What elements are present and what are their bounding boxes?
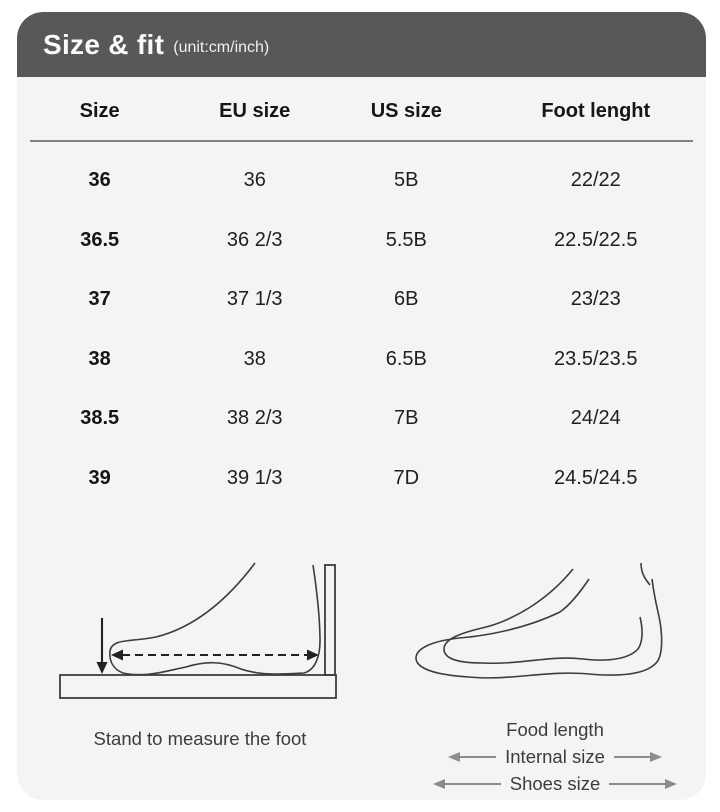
cell-us-size: 7B <box>394 407 419 430</box>
cell-eu-size: 36 <box>243 169 266 192</box>
toe-pointer-arrow <box>96 618 108 674</box>
right-arrow-icon <box>613 751 662 762</box>
shoes-size-row: Shoes size <box>390 770 706 797</box>
cell-foot-length: 23/23 <box>570 288 621 311</box>
shoes-size-label: Shoes size <box>509 772 601 794</box>
cell-foot-length: 24/24 <box>570 407 621 430</box>
cell-us-size: 5B <box>394 169 419 192</box>
cell-size: 37 <box>88 288 111 311</box>
right-diagram-captions: Food length Internal size Shoes size <box>390 716 706 797</box>
cell-eu-size: 36 2/3 <box>226 228 283 251</box>
table-row: 38.5 38 2/3 7B 24/24 <box>17 389 706 449</box>
table-row: 36 36 5B 22/22 <box>17 151 706 211</box>
card-header: Size & fit (unit:cm/inch) <box>17 12 706 77</box>
heel-leg-line <box>640 562 651 586</box>
cell-us-size: 6.5B <box>385 347 427 370</box>
cell-foot-length: 23.5/23.5 <box>554 347 638 370</box>
food-length-row: Food length <box>390 716 706 743</box>
unit-note: (unit:cm/inch) <box>173 38 270 56</box>
cell-size: 36 <box>88 169 111 192</box>
cell-size: 38 <box>88 347 111 370</box>
size-fit-card: Size & fit (unit:cm/inch) Size EU size U… <box>17 12 706 800</box>
column-header-foot-length: Foot lenght <box>541 99 651 122</box>
shin-back-line <box>559 578 590 613</box>
cell-eu-size: 38 2/3 <box>226 407 283 430</box>
left-arrow-icon <box>448 751 497 762</box>
food-length-label: Food length <box>506 718 604 740</box>
cell-size: 36.5 <box>80 228 120 251</box>
left-diagram-caption: Stand to measure the foot <box>93 728 307 749</box>
table-divider <box>30 140 693 142</box>
column-header-size: Size <box>79 99 120 122</box>
size-table: 36 36 5B 22/22 36.5 36 2/3 5.5B 22.5/22.… <box>17 142 706 508</box>
diagrams-section: Stand to measure the foot Food length In… <box>17 532 706 800</box>
foot-inner-outline <box>443 568 643 665</box>
shoe-size-diagram <box>415 562 663 679</box>
table-header-row: Size EU size US size Foot lenght <box>17 93 706 129</box>
internal-size-label: Internal size <box>505 745 605 767</box>
table-row: 36.5 36 2/3 5.5B 22.5/22.5 <box>17 211 706 271</box>
page-title: Size & fit <box>43 28 165 60</box>
column-header-eu-size: EU size <box>219 99 291 122</box>
cell-eu-size: 38 <box>243 347 266 370</box>
table-row: 38 38 6.5B 23.5/23.5 <box>17 330 706 390</box>
cell-foot-length: 22/22 <box>570 169 621 192</box>
right-arrow-icon <box>609 778 678 789</box>
cell-foot-length: 22.5/22.5 <box>554 228 638 251</box>
shoe-outer-outline <box>415 578 663 679</box>
cell-eu-size: 37 1/3 <box>226 288 283 311</box>
left-arrow-icon <box>432 778 501 789</box>
foot-measure-diagram <box>59 562 337 699</box>
table-row: 39 39 1/3 7D 24.5/24.5 <box>17 449 706 509</box>
cell-foot-length: 24.5/24.5 <box>554 466 638 489</box>
table-row: 37 37 1/3 6B 23/23 <box>17 270 706 330</box>
cell-size: 39 <box>88 466 111 489</box>
internal-size-row: Internal size <box>390 743 706 770</box>
column-header-us-size: US size <box>370 99 442 122</box>
cell-us-size: 5.5B <box>385 228 427 251</box>
cell-us-size: 6B <box>394 288 419 311</box>
cell-eu-size: 39 1/3 <box>226 466 283 489</box>
wall-shape <box>324 564 336 676</box>
cell-us-size: 7D <box>393 466 420 489</box>
foot-outline <box>109 562 321 676</box>
cell-size: 38.5 <box>80 407 120 430</box>
foot-length-measure-arrow <box>111 649 319 661</box>
platform-shape <box>59 674 337 699</box>
